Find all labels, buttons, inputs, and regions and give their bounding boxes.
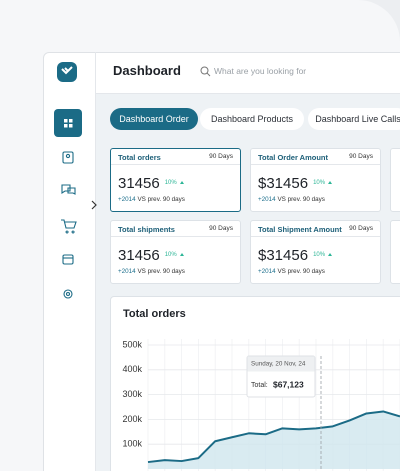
nav-calendar[interactable] bbox=[62, 254, 74, 265]
card-delta: +2014 bbox=[118, 196, 136, 203]
card bbox=[390, 220, 400, 284]
chart: Total orders 100k 200k 300k 400k 500k Sunday,… bbox=[122, 308, 400, 471]
y-tick-label: 400k bbox=[122, 364, 142, 374]
y-tick-label: 500k bbox=[122, 339, 142, 349]
up-arrow bbox=[328, 181, 333, 184]
card-change: 10% bbox=[313, 180, 326, 186]
card-comparison-text: VS prev. 90 days bbox=[137, 268, 185, 275]
card-period: 90 Days bbox=[209, 225, 233, 232]
stat-card[interactable]: Total shipments 90 Days 31456 10% +2014 VS p… bbox=[110, 220, 241, 284]
card bbox=[390, 148, 400, 212]
card-comparison: +2014 VS prev. 90 days bbox=[118, 196, 185, 203]
tooltip-date: Sunday, 20 Nov, 24 bbox=[251, 361, 306, 368]
card-comparison: +2014 VS prev. 90 days bbox=[258, 196, 325, 203]
card-value: 31456 bbox=[118, 175, 160, 192]
card-comparison: +2014 VS prev. 90 days bbox=[118, 268, 185, 275]
card-comparison-text: VS prev. 90 days bbox=[137, 196, 185, 203]
card-value: $31456 bbox=[258, 247, 309, 264]
nav-contacts[interactable] bbox=[62, 151, 74, 164]
card-title: Total Order Amount bbox=[258, 153, 328, 162]
stat-card[interactable]: Total orders 90 Days 31456 10% +2014 VS prev… bbox=[110, 148, 241, 212]
card-title: Total orders bbox=[118, 153, 161, 162]
area-line bbox=[147, 410, 400, 464]
card-period: 90 Days bbox=[209, 153, 233, 160]
up-arrow bbox=[179, 181, 184, 184]
card-value: 31456 bbox=[118, 247, 160, 264]
tooltip-header bbox=[247, 356, 315, 372]
card-change: 10% bbox=[164, 180, 177, 186]
card-change: 10% bbox=[313, 252, 326, 258]
card-delta: +2014 bbox=[258, 196, 276, 203]
card-header bbox=[251, 221, 380, 237]
sidebar bbox=[43, 52, 96, 471]
tab[interactable]: Dashboard Live Calls bbox=[308, 108, 400, 130]
card-header bbox=[111, 149, 240, 165]
card-period: 90 Days bbox=[349, 225, 373, 232]
stat-card[interactable]: Total Order Amount 90 Days $31456 10% +2014 … bbox=[250, 148, 381, 212]
tooltip-value: $67,123 bbox=[273, 379, 304, 389]
card-change: 10% bbox=[164, 252, 177, 258]
search-input[interactable]: What are you looking for bbox=[214, 66, 307, 76]
nav-dashboard[interactable] bbox=[54, 109, 82, 137]
collapse-toggle[interactable] bbox=[89, 199, 99, 211]
tooltip-label: Total: bbox=[251, 382, 268, 389]
card-comparison-text: VS prev. 90 days bbox=[277, 268, 325, 275]
nav-chat[interactable] bbox=[61, 184, 76, 195]
card-header bbox=[251, 149, 380, 165]
tab[interactable]: Dashboard Order bbox=[110, 108, 198, 130]
card-value: $31456 bbox=[258, 175, 309, 192]
up-arrow bbox=[328, 253, 333, 256]
page-title: Dashboard bbox=[113, 63, 181, 78]
y-tick-label: 300k bbox=[122, 389, 142, 399]
tab[interactable]: Dashboard Products bbox=[200, 108, 304, 130]
stat-card[interactable]: Total Shipment Amount 90 Days $31456 10% +20… bbox=[250, 220, 381, 284]
card-delta: +2014 bbox=[118, 268, 136, 275]
y-tick-label: 200k bbox=[122, 414, 142, 424]
card-title: Total shipments bbox=[118, 225, 175, 234]
sidebar-icons bbox=[54, 62, 82, 299]
card-delta: +2014 bbox=[258, 268, 276, 275]
card-comparison-text: VS prev. 90 days bbox=[277, 196, 325, 203]
search-icon bbox=[200, 66, 211, 77]
nav-cart[interactable] bbox=[61, 219, 77, 234]
nav-settings[interactable] bbox=[63, 289, 73, 299]
card-period: 90 Days bbox=[349, 153, 373, 160]
card-title: Total Shipment Amount bbox=[258, 225, 342, 234]
card-header bbox=[111, 221, 240, 237]
chart-title: Total orders bbox=[123, 308, 186, 320]
y-tick-label: 100k bbox=[122, 439, 142, 449]
card-comparison: +2014 VS prev. 90 days bbox=[258, 268, 325, 275]
up-arrow bbox=[179, 253, 184, 256]
